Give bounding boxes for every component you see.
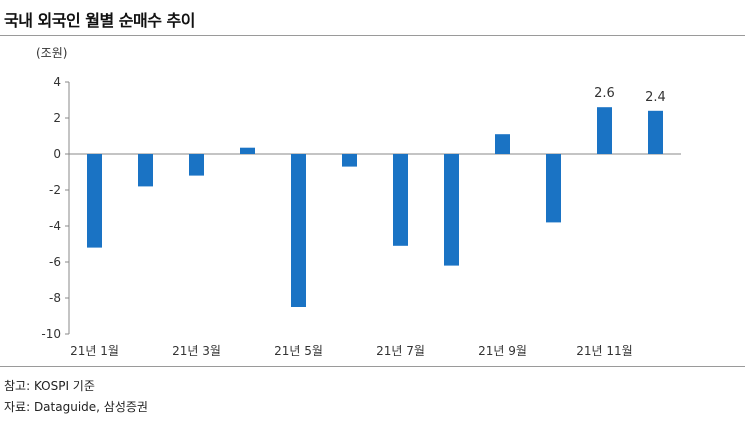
bar-5	[291, 154, 306, 307]
y-tick-label: -10	[41, 327, 61, 341]
bar-1	[87, 154, 102, 248]
bar-3	[189, 154, 204, 176]
bar-chart: 4 2 0 -2 -4 -6 -8 -10 21년 1월 21년 3월 21년 5월 21년 7월 21…	[41, 75, 681, 358]
bar-9	[495, 134, 510, 154]
y-tick-label: 2	[53, 111, 61, 125]
x-tick-label: 21년 11월	[576, 344, 632, 358]
bar-11	[597, 107, 612, 154]
y-tick-label: -2	[49, 183, 61, 197]
x-tick-label: 21년 5월	[274, 344, 323, 358]
y-tick-label: -6	[49, 255, 61, 269]
y-tick-label: -8	[49, 291, 61, 305]
y-tick-label: -4	[49, 219, 61, 233]
footer-divider	[0, 366, 745, 367]
x-tick-label: 21년 7월	[376, 344, 425, 358]
y-axis-unit: (조원)	[36, 46, 68, 60]
bar-12	[648, 110, 663, 154]
x-tick-label: 21년 1월	[70, 344, 119, 358]
bar-10	[546, 154, 561, 223]
title-divider	[0, 35, 745, 36]
bar-2	[138, 154, 153, 187]
data-label: 2.4	[645, 90, 666, 105]
bar-4	[240, 147, 255, 154]
x-tick-label: 21년 3월	[172, 344, 221, 358]
x-tick-label: 21년 9월	[478, 344, 527, 358]
bar-8	[444, 154, 459, 266]
data-label: 2.6	[594, 86, 615, 101]
y-tick-label: 0	[53, 147, 61, 161]
bar-6	[342, 154, 357, 167]
footnote-source: 자료: Dataguide, 삼성증권	[4, 400, 148, 414]
bar-7	[393, 154, 408, 246]
footnote-basis: 참고: KOSPI 기준	[4, 379, 95, 393]
chart-title: 국내 외국인 월별 순매수 추이	[4, 11, 195, 30]
y-tick-label: 4	[53, 75, 61, 89]
